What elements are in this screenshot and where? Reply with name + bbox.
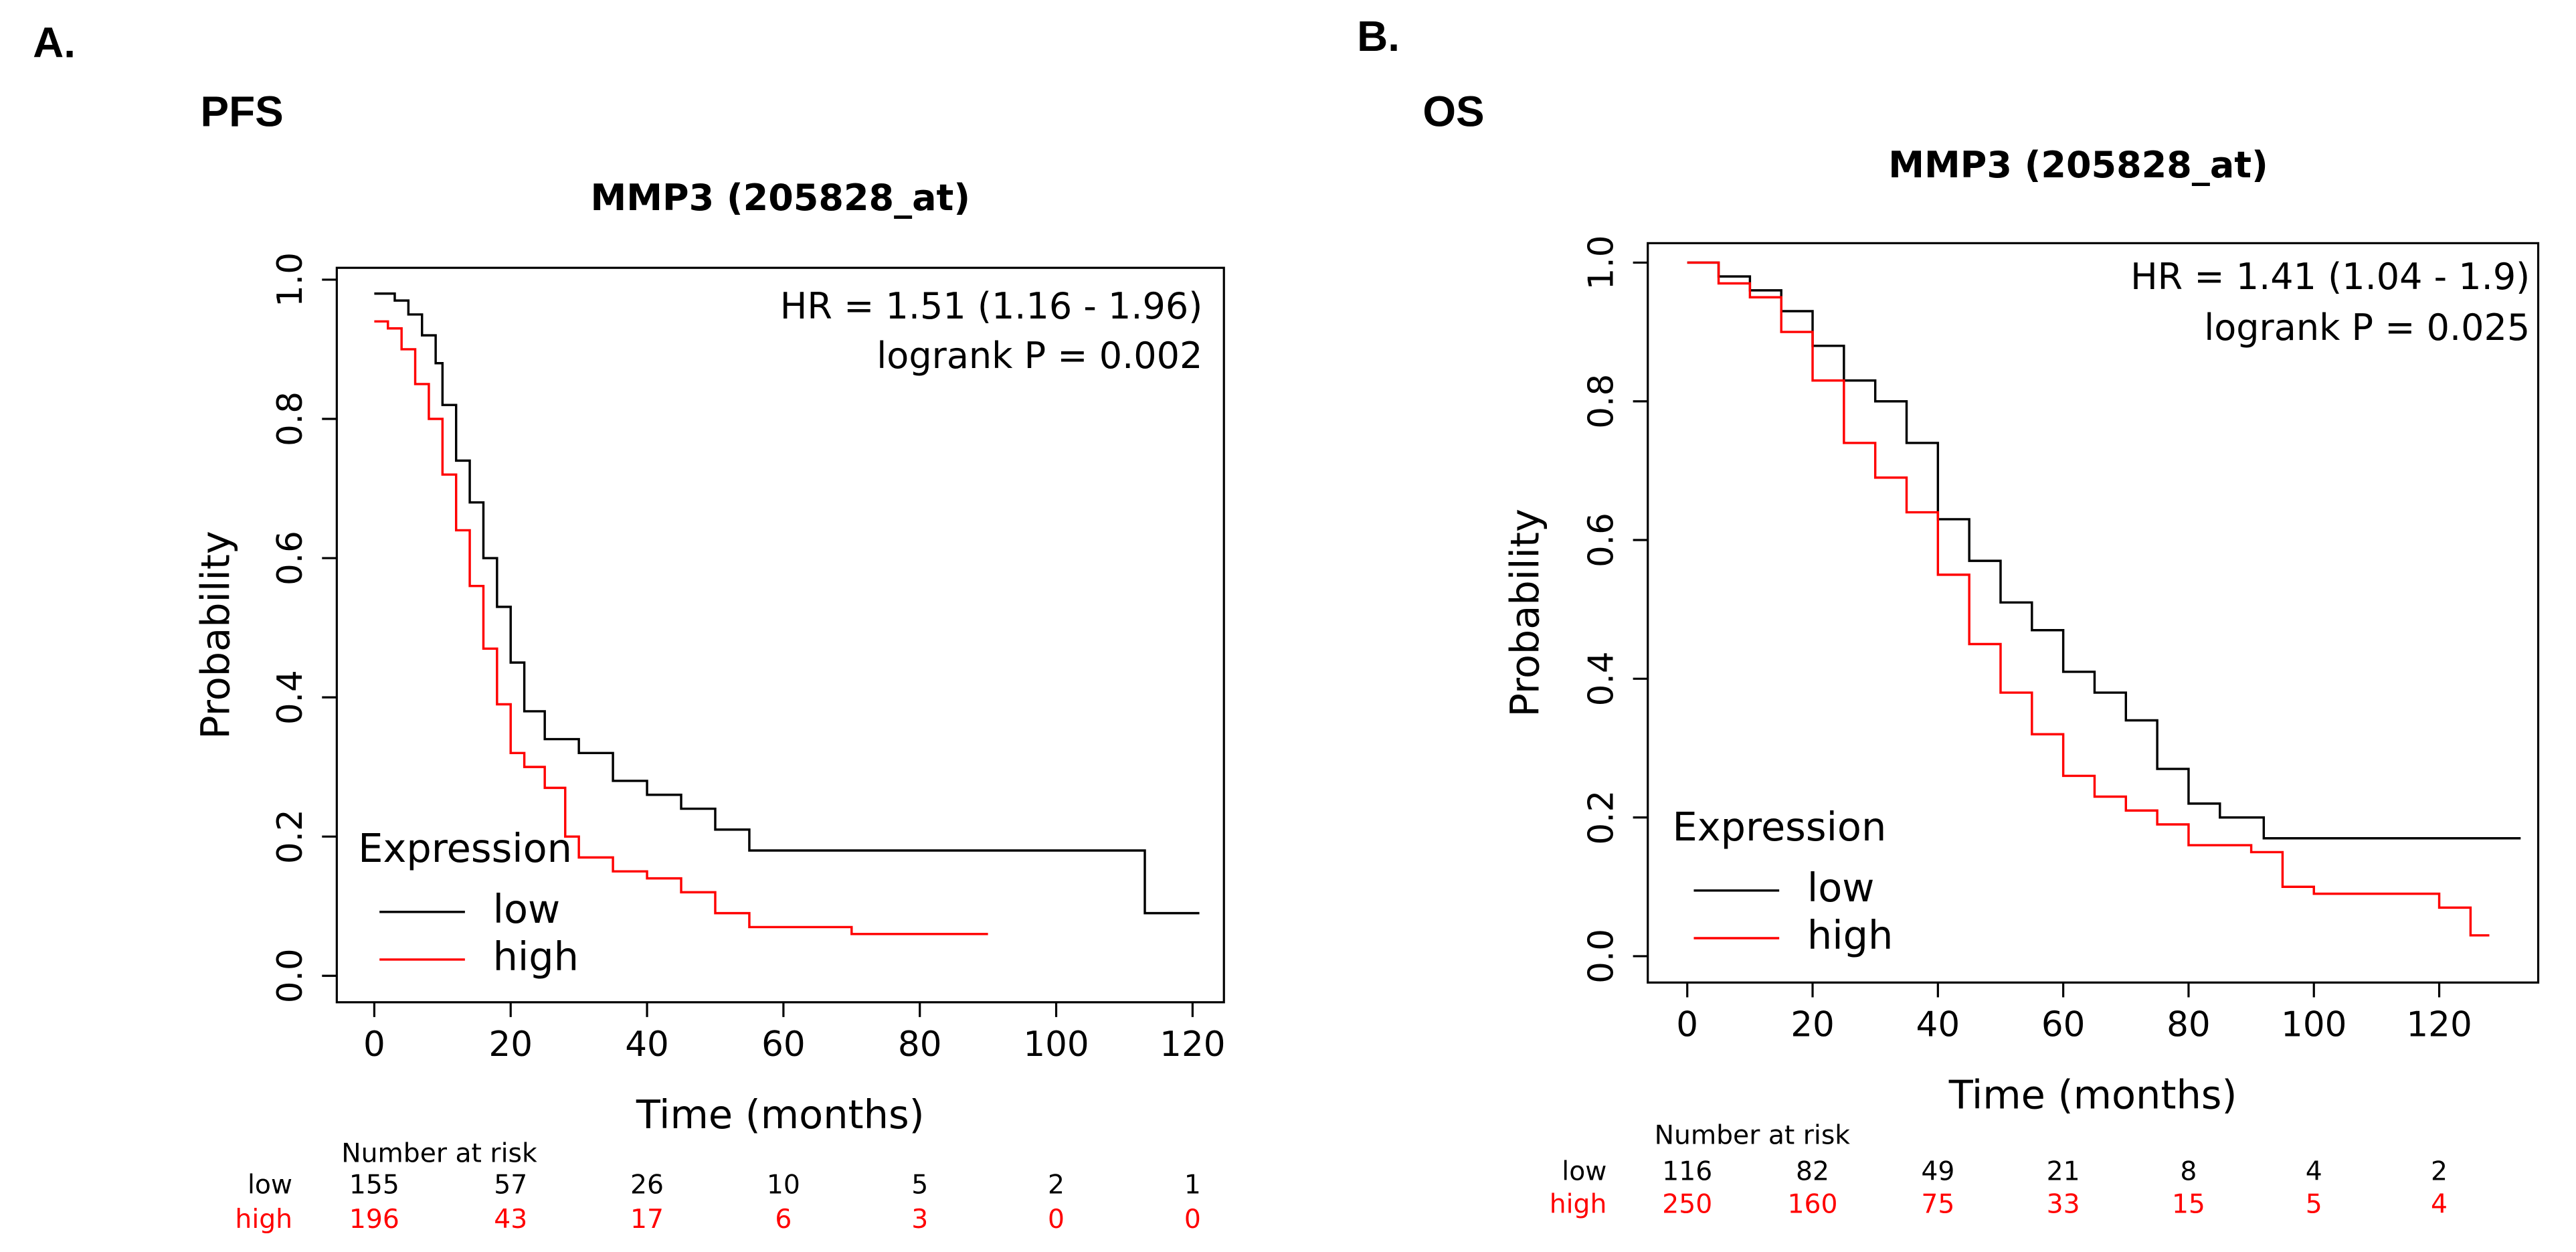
x-tick-label: 80 (898, 1024, 942, 1065)
risk-count: 5 (2306, 1190, 2322, 1220)
panel-label: A. (33, 19, 76, 67)
legend-label: high (1807, 912, 1893, 958)
y-tick-label: 0.6 (1581, 513, 1621, 567)
risk-count: 6 (775, 1204, 792, 1235)
x-tick-label: 20 (1790, 1005, 1835, 1045)
legend-label: low (493, 886, 561, 932)
risk-count: 4 (2431, 1190, 2448, 1220)
y-tick-label: 0.4 (1581, 651, 1621, 706)
x-tick-label: 100 (2281, 1005, 2347, 1045)
x-tick-label: 60 (761, 1024, 806, 1065)
survival-curve (374, 292, 1200, 915)
x-tick-label: 80 (2167, 1005, 2211, 1045)
risk-count: 4 (2306, 1157, 2322, 1187)
annotation: HR = 1.51 (1.16 - 1.96) (780, 285, 1203, 327)
risk-count: 0 (1048, 1204, 1065, 1235)
risk-count: 2 (1048, 1170, 1065, 1200)
risk-count: 57 (494, 1170, 527, 1200)
y-tick-label: 0.8 (1581, 374, 1621, 429)
risk-count: 49 (1921, 1157, 1954, 1187)
x-tick-label: 40 (1916, 1005, 1960, 1045)
risk-count: 82 (1796, 1157, 1829, 1187)
x-tick-label: 40 (625, 1024, 669, 1065)
panel-label: B. (1357, 12, 1400, 60)
y-tick-label: 0.0 (1581, 929, 1621, 984)
x-tick-label: 0 (1676, 1005, 1698, 1045)
plot-frame (335, 266, 1225, 1004)
chart-title: MMP3 (205828_at) (1888, 144, 2268, 186)
risk-count: 3 (911, 1204, 928, 1235)
y-tick-label: 0.4 (270, 670, 310, 725)
y-tick-label: 1.0 (270, 252, 310, 307)
panel-endpoint: PFS (201, 88, 284, 136)
x-tick-label: 120 (1160, 1024, 1225, 1065)
y-tick-label: 0.2 (270, 809, 310, 864)
x-tick-label: 20 (488, 1024, 533, 1065)
risk-count: 33 (2047, 1190, 2080, 1220)
panel-endpoint: OS (1422, 88, 1484, 136)
annotation: logrank P = 0.025 (2204, 306, 2530, 349)
x-axis-label: Time (months) (636, 1091, 925, 1138)
risk-count: 21 (2047, 1157, 2080, 1187)
risk-table-title: Number at risk (1655, 1121, 1851, 1151)
survival-curve (374, 320, 988, 935)
risk-count: 26 (630, 1170, 664, 1200)
risk-table-title: Number at risk (341, 1139, 537, 1169)
legend-title: Expression (1673, 804, 1887, 850)
risk-count: 5 (911, 1170, 928, 1200)
risk-count: 17 (630, 1204, 664, 1235)
x-tick-label: 100 (1023, 1024, 1089, 1065)
risk-count: 10 (767, 1170, 800, 1200)
y-tick-label: 0.6 (270, 531, 310, 586)
legend-label: low (1807, 865, 1875, 911)
risk-count: 0 (1184, 1204, 1201, 1235)
risk-count: 15 (2172, 1190, 2205, 1220)
risk-row-label: low (248, 1170, 292, 1200)
y-axis-label: Probability (1502, 509, 1548, 717)
risk-count: 250 (1662, 1190, 1712, 1220)
x-axis-label: Time (months) (1948, 1071, 2237, 1117)
plot-frame (1647, 242, 2540, 984)
y-tick-label: 0.0 (270, 948, 310, 1003)
x-tick-label: 60 (2041, 1005, 2086, 1045)
risk-row-label: high (235, 1204, 292, 1235)
y-tick-label: 0.8 (270, 391, 310, 446)
risk-count: 116 (1662, 1157, 1712, 1187)
risk-count: 196 (349, 1204, 399, 1235)
y-axis-label: Probability (193, 531, 239, 739)
annotation: logrank P = 0.002 (877, 335, 1202, 377)
survival-curve (1687, 261, 2490, 937)
risk-row-label: low (1562, 1157, 1606, 1187)
y-tick-label: 1.0 (1581, 235, 1621, 290)
risk-count: 2 (2431, 1157, 2448, 1187)
legend-label: high (493, 933, 579, 980)
chart-title: MMP3 (205828_at) (591, 177, 970, 219)
legend-title: Expression (358, 825, 572, 871)
risk-count: 155 (349, 1170, 399, 1200)
risk-count: 43 (494, 1204, 527, 1235)
x-tick-label: 0 (363, 1024, 385, 1065)
risk-count: 160 (1788, 1190, 1838, 1220)
risk-count: 1 (1184, 1170, 1201, 1200)
risk-row-label: high (1550, 1190, 1607, 1220)
y-tick-label: 0.2 (1581, 790, 1621, 845)
x-tick-label: 120 (2406, 1005, 2472, 1045)
risk-count: 75 (1921, 1190, 1954, 1220)
risk-count: 8 (2180, 1157, 2197, 1187)
annotation: HR = 1.41 (1.04 - 1.9) (2130, 256, 2530, 298)
survival-curve (1687, 261, 2521, 840)
